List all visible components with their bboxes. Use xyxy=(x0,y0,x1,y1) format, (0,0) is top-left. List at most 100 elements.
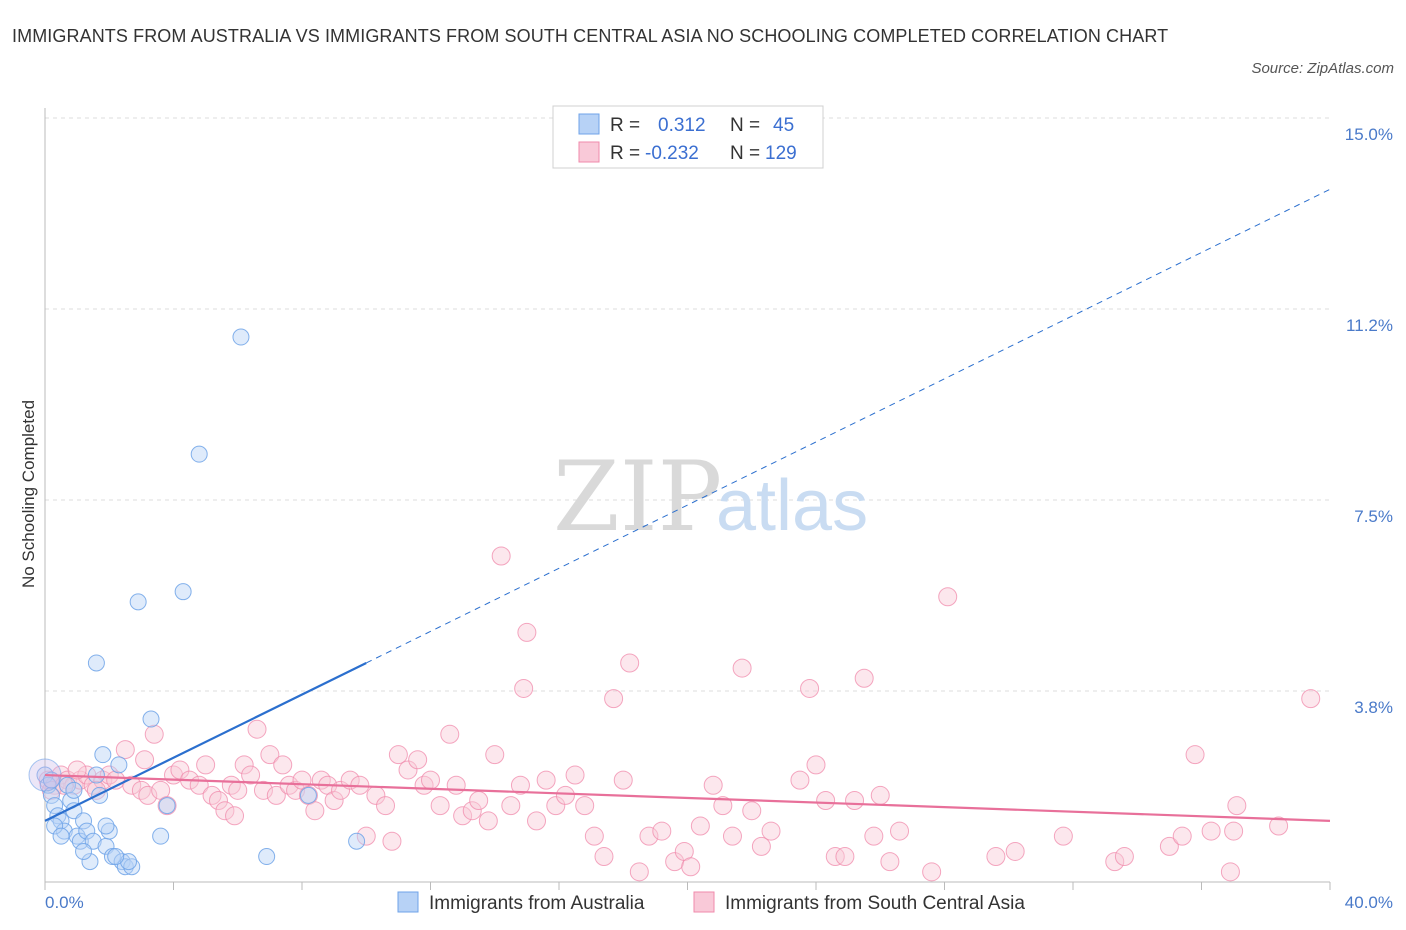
point-south-central-asia-117 xyxy=(1224,821,1244,841)
stats-legend: R = 0.312 N = 45 R = -0.232 N = 129 xyxy=(552,105,824,169)
point-south-central-asia-75 xyxy=(594,847,614,867)
point-south-central-asia-99 xyxy=(845,791,865,811)
point-australia-43 xyxy=(97,817,115,835)
x-tick-label-1: 40.0% xyxy=(1345,893,1393,912)
point-australia-33 xyxy=(258,848,276,866)
point-south-central-asia-115 xyxy=(1201,821,1221,841)
grid-lines xyxy=(45,117,1330,692)
point-australia-3 xyxy=(46,797,64,815)
point-south-central-asia-84 xyxy=(681,857,701,877)
point-south-central-asia-14 xyxy=(138,785,158,805)
point-australia-35 xyxy=(348,832,366,850)
point-australia-36 xyxy=(87,654,105,672)
point-south-central-asia-28 xyxy=(234,755,254,775)
point-south-central-asia-108 xyxy=(1005,841,1025,861)
point-south-central-asia-113 xyxy=(1172,826,1192,846)
point-south-central-asia-55 xyxy=(430,796,450,816)
point-australia-22 xyxy=(110,756,128,774)
legend-n-value-1: 45 xyxy=(773,115,794,136)
point-australia-16 xyxy=(87,766,105,784)
point-south-central-asia-81 xyxy=(652,821,672,841)
point-south-central-asia-120 xyxy=(1301,689,1321,709)
point-south-central-asia-39 xyxy=(305,801,325,821)
point-south-central-asia-90 xyxy=(742,801,762,821)
point-south-central-asia-107 xyxy=(986,847,1006,867)
trend-line-australia xyxy=(44,661,367,822)
trend-line-australia-projection xyxy=(366,188,1331,664)
point-south-central-asia-95 xyxy=(806,755,826,775)
point-south-central-asia-114 xyxy=(1185,745,1205,765)
point-australia-31 xyxy=(190,445,208,463)
point-south-central-asia-65 xyxy=(510,775,530,795)
point-south-central-asia-77 xyxy=(613,770,633,790)
point-australia-34 xyxy=(299,786,317,804)
point-south-central-asia-103 xyxy=(880,852,900,872)
point-south-central-asia-78 xyxy=(620,653,640,673)
point-south-central-asia-76 xyxy=(604,689,624,709)
point-south-central-asia-89 xyxy=(732,658,752,678)
point-south-central-asia-109 xyxy=(1053,826,1073,846)
legend-label-australia: Immigrants from Australia xyxy=(429,893,645,914)
point-south-central-asia-96 xyxy=(816,791,836,811)
point-south-central-asia-62 xyxy=(485,745,505,765)
point-south-central-asia-87 xyxy=(713,796,733,816)
point-south-central-asia-73 xyxy=(575,796,595,816)
point-south-central-asia-44 xyxy=(340,770,360,790)
point-australia-25 xyxy=(123,858,141,876)
legend-r-value-1: 0.312 xyxy=(658,115,706,136)
point-south-central-asia-15 xyxy=(144,724,164,744)
point-australia-27 xyxy=(142,710,160,728)
point-south-central-asia-79 xyxy=(629,862,649,882)
point-south-central-asia-85 xyxy=(690,816,710,836)
point-south-central-asia-35 xyxy=(279,775,299,795)
point-australia-6 xyxy=(55,822,73,840)
point-south-central-asia-13 xyxy=(131,780,151,800)
point-australia-14 xyxy=(81,853,99,871)
point-south-central-asia-46 xyxy=(356,826,376,846)
point-south-central-asia-66 xyxy=(517,622,537,642)
point-south-central-asia-23 xyxy=(202,785,222,805)
y-tick-label-3: 3.8% xyxy=(1354,698,1393,717)
chart-title: IMMIGRANTS FROM AUSTRALIA VS IMMIGRANTS … xyxy=(12,26,1169,46)
point-south-central-asia-106 xyxy=(938,587,958,607)
point-south-central-asia-29 xyxy=(241,765,261,785)
trend-line-south-central-asia xyxy=(44,773,1331,822)
legend-swatch-australia-bottom xyxy=(397,891,419,913)
point-australia-39 xyxy=(75,842,93,860)
point-south-central-asia-61 xyxy=(478,811,498,831)
point-australia-20 xyxy=(100,822,118,840)
point-south-central-asia-94 xyxy=(800,678,820,698)
y-tick-label-0: 15.0% xyxy=(1345,125,1393,144)
legend-r-value-2: -0.232 xyxy=(645,143,699,164)
point-south-central-asia-56 xyxy=(440,724,460,744)
point-south-central-asia-72 xyxy=(565,765,585,785)
point-south-central-asia-116 xyxy=(1220,862,1240,882)
point-south-central-asia-70 xyxy=(546,796,566,816)
point-australia-2 xyxy=(42,786,60,804)
point-south-central-asia-102 xyxy=(870,785,890,805)
legend-label-south-central-asia: Immigrants from South Central Asia xyxy=(725,893,1025,914)
trend-lines xyxy=(44,188,1331,822)
point-south-central-asia-100 xyxy=(854,668,874,688)
y-tick-label-2: 7.5% xyxy=(1354,507,1393,526)
point-south-central-asia-25 xyxy=(215,801,235,821)
watermark-zip: ZIP xyxy=(553,441,722,553)
point-australia-32 xyxy=(232,328,250,346)
point-south-central-asia-119 xyxy=(1269,816,1289,836)
point-south-central-asia-112 xyxy=(1159,836,1179,856)
point-australia-38 xyxy=(65,781,83,799)
series-legend: Immigrants from Australia Immigrants fro… xyxy=(397,891,1025,914)
legend-swatch-south-central-asia xyxy=(578,141,600,163)
point-south-central-asia-88 xyxy=(722,826,742,846)
y-tick-label-1: 11.2% xyxy=(1346,316,1393,335)
point-south-central-asia-57 xyxy=(446,775,466,795)
point-south-central-asia-50 xyxy=(388,745,408,765)
x-tick-label-0: 0.0% xyxy=(45,893,84,912)
point-south-central-asia-101 xyxy=(864,826,884,846)
point-australia-26 xyxy=(129,593,147,611)
watermark-atlas: atlas xyxy=(716,466,868,546)
point-south-central-asia-33 xyxy=(266,785,286,805)
source-label: Source: ZipAtlas.com xyxy=(1251,60,1394,77)
point-south-central-asia-11 xyxy=(115,740,135,760)
